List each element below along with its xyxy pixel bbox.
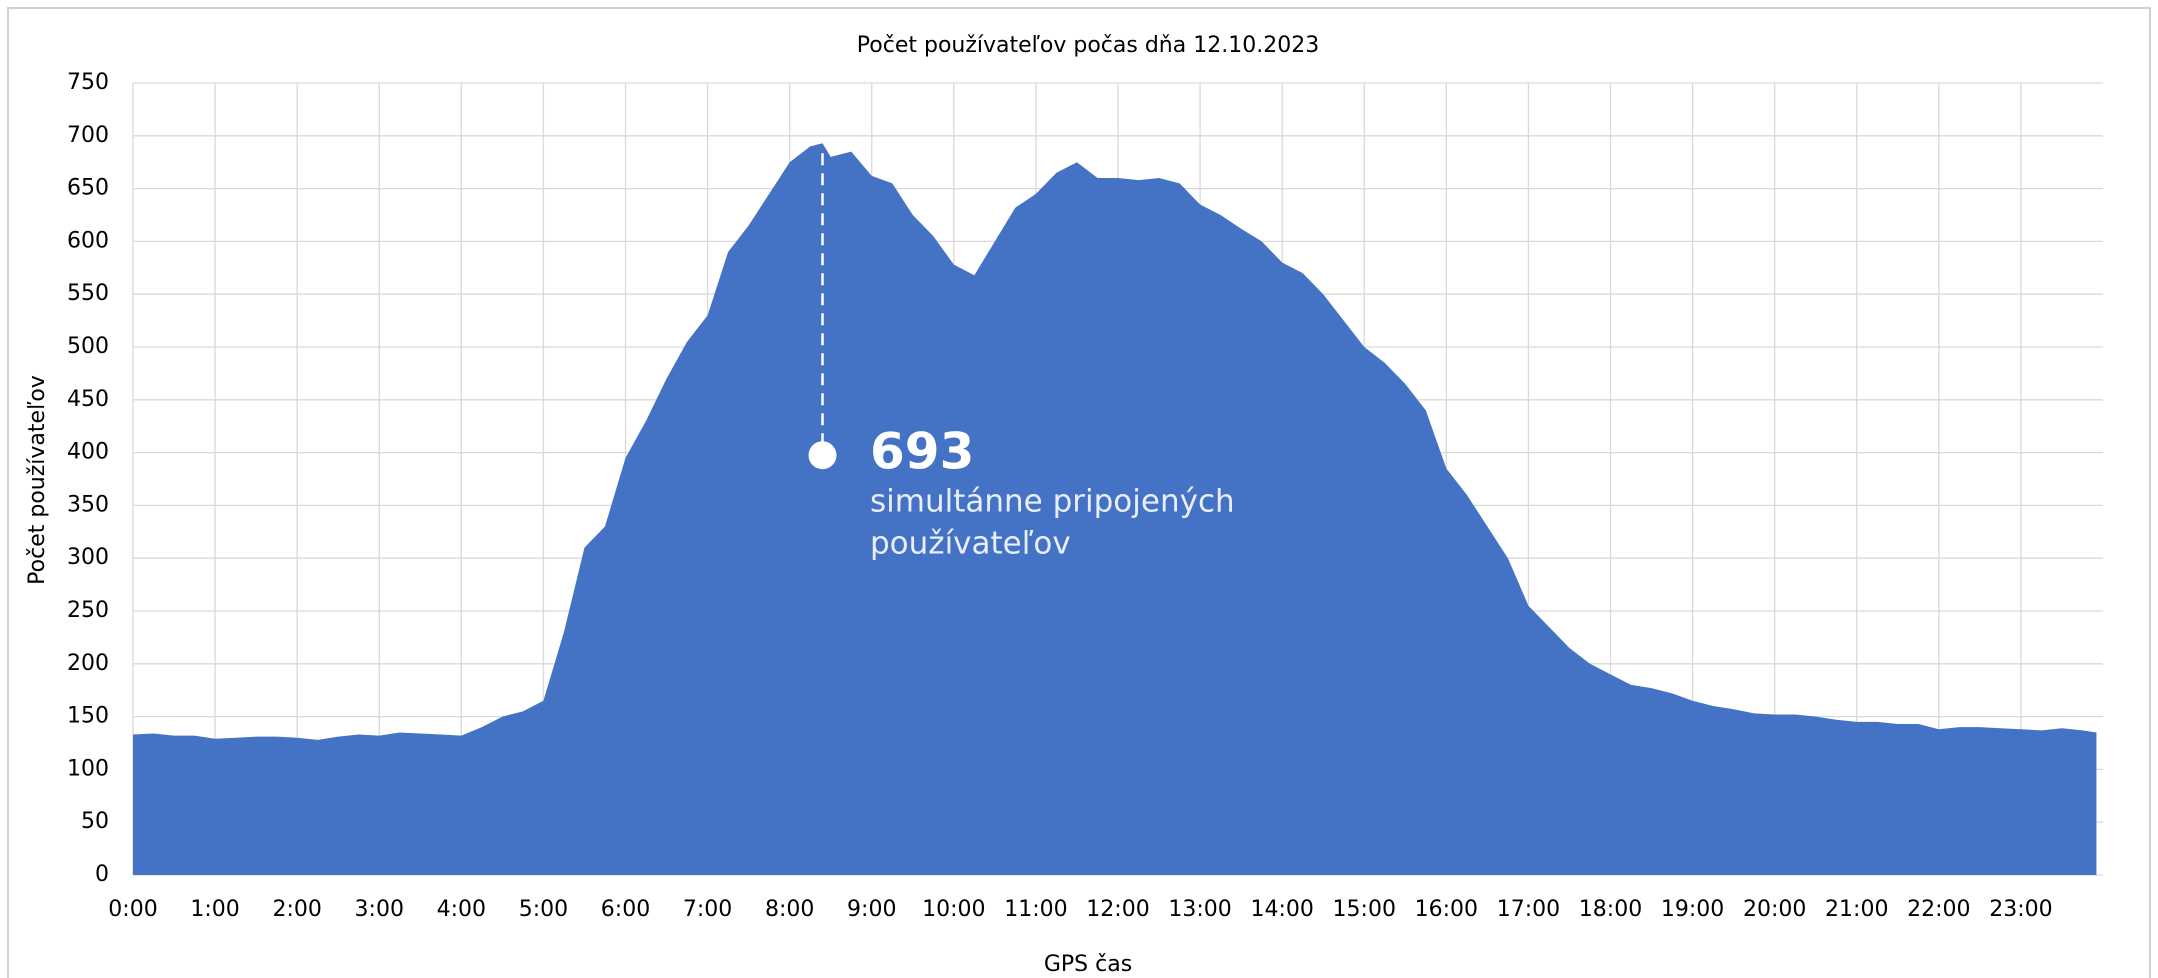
x-tick-label: 17:00 (1497, 897, 1560, 922)
x-tick-label: 0:00 (108, 897, 157, 922)
annotation-value: 693 (870, 423, 974, 481)
x-tick-label: 8:00 (765, 897, 814, 922)
area (133, 143, 2097, 875)
y-tick-label: 450 (67, 387, 109, 412)
x-tick-label: 5:00 (519, 897, 568, 922)
annotation-text: simultánne pripojených (870, 484, 1235, 520)
annotation-text: používateľov (870, 526, 1071, 562)
x-tick-label: 11:00 (1004, 897, 1067, 922)
y-tick-label: 100 (67, 756, 109, 781)
y-tick-label: 350 (67, 492, 109, 517)
y-tick-label: 750 (67, 70, 109, 95)
x-tick-label: 14:00 (1250, 897, 1313, 922)
x-tick-label: 2:00 (272, 897, 321, 922)
x-tick-label: 19:00 (1661, 897, 1724, 922)
y-tick-label: 300 (67, 545, 109, 570)
x-tick-label: 4:00 (437, 897, 486, 922)
x-tick-label: 3:00 (355, 897, 404, 922)
y-tick-label: 50 (81, 809, 109, 834)
x-tick-label: 20:00 (1743, 897, 1806, 922)
x-tick-label: 6:00 (601, 897, 650, 922)
x-tick-label: 7:00 (683, 897, 732, 922)
x-tick-label: 21:00 (1825, 897, 1888, 922)
x-tick-label: 9:00 (847, 897, 896, 922)
x-axis-label: GPS čas (1044, 952, 1132, 977)
chart-title: Počet používateľov počas dňa 12.10.2023 (857, 33, 1319, 58)
y-tick-label: 600 (67, 228, 109, 253)
y-tick-label: 150 (67, 704, 109, 729)
y-tick-label: 250 (67, 598, 109, 623)
y-tick-label: 550 (67, 281, 109, 306)
x-tick-label: 23:00 (1989, 897, 2052, 922)
x-tick-label: 22:00 (1907, 897, 1970, 922)
x-tick-label: 18:00 (1579, 897, 1642, 922)
x-tick-label: 15:00 (1333, 897, 1396, 922)
y-tick-label: 0 (95, 862, 109, 887)
x-tick-label: 13:00 (1168, 897, 1231, 922)
x-tick-label: 16:00 (1415, 897, 1478, 922)
y-tick-label: 650 (67, 176, 109, 201)
y-tick-label: 700 (67, 123, 109, 148)
y-tick-label: 500 (67, 334, 109, 359)
y-tick-label: 200 (67, 651, 109, 676)
y-axis-label: Počet používateľov (25, 375, 50, 585)
x-tick-label: 10:00 (922, 897, 985, 922)
y-tick-label: 400 (67, 440, 109, 465)
x-tick-label: 12:00 (1086, 897, 1149, 922)
annotation-dot (808, 441, 837, 470)
x-tick-label: 1:00 (190, 897, 239, 922)
